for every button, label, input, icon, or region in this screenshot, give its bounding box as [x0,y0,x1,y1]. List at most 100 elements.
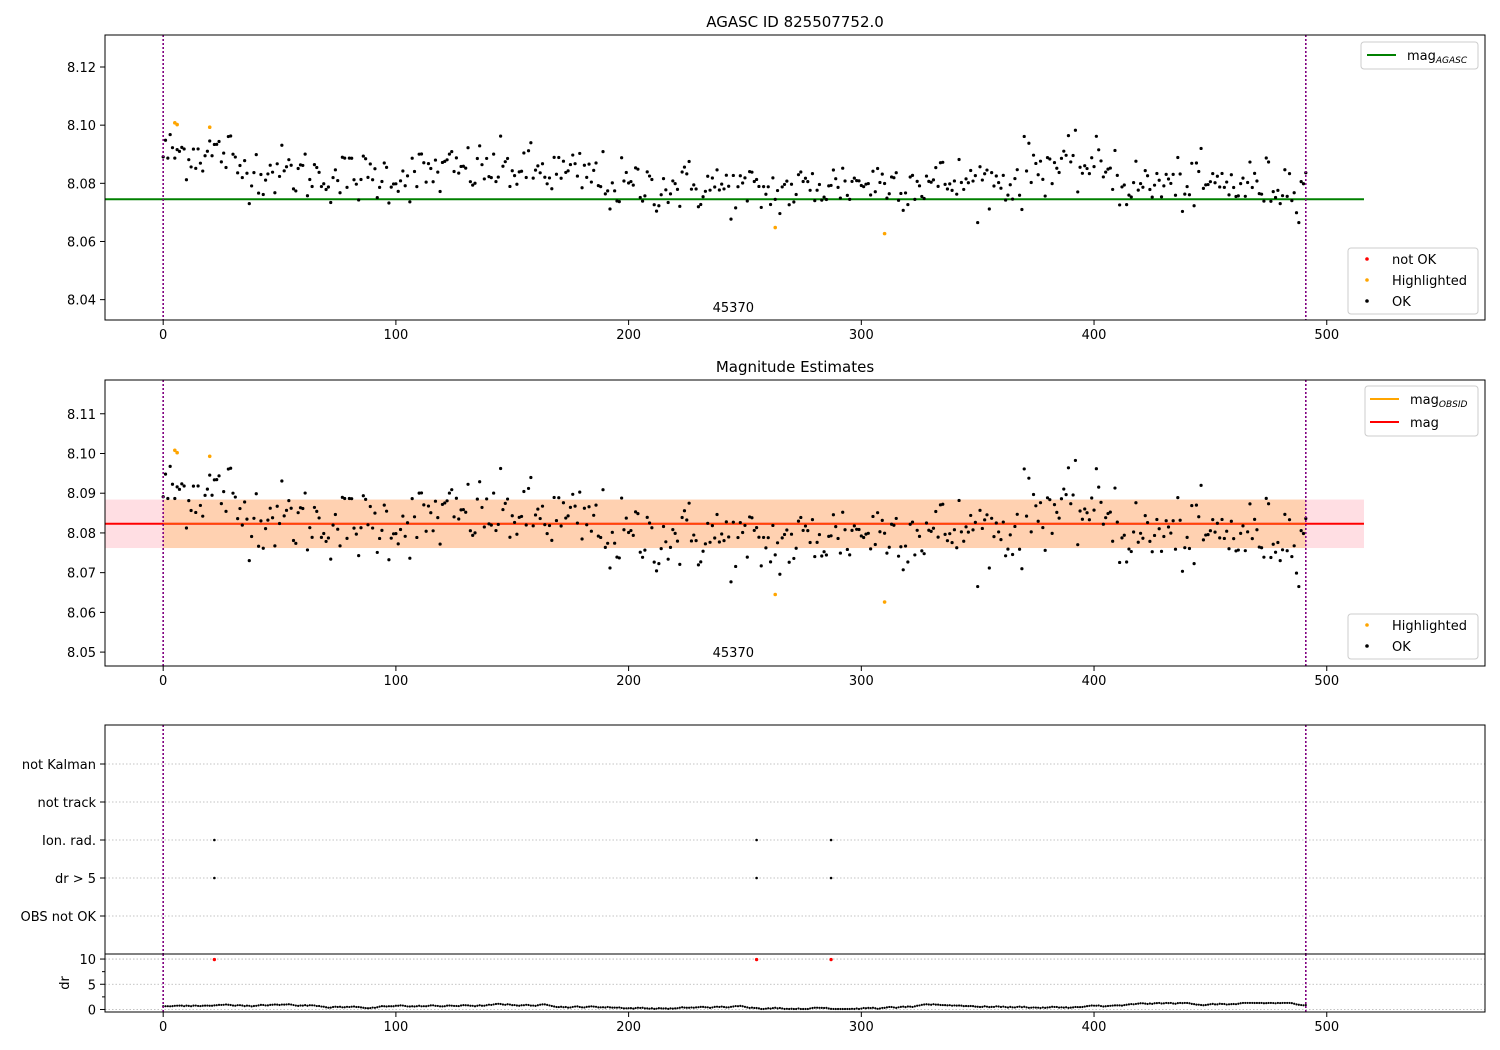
agasc-ok-point [834,177,838,181]
agasc-ok-point [722,187,726,191]
magnitude-legend-point-label: Highlighted [1392,619,1467,634]
magnitude-ok-point [366,523,370,527]
dr-point [557,1005,560,1009]
magnitude-ok-point [638,550,642,554]
dr-point [1253,1001,1256,1005]
agasc-ok-point [955,192,959,196]
dr-point [692,1006,695,1009]
magnitude-ok-point [526,486,531,491]
dr-point [383,1005,386,1008]
agasc-ok-point [422,161,426,165]
magnitude-ok-point [550,538,554,542]
dr-point [1281,1001,1284,1005]
magnitude-ok-point [692,533,696,537]
magnitude-ok-point [778,572,782,576]
magnitude-ok-point [494,528,498,533]
magnitude-ok-point [1248,502,1252,506]
agasc-highlighted-point [207,125,212,129]
magnitude-ok-point [978,508,982,512]
magnitude-ok-point [659,546,663,551]
dr-point [203,1004,207,1007]
magnitude-ok-point [1264,496,1268,501]
dr-point [985,1005,989,1008]
magnitude-ok-point [1294,571,1299,575]
dr-point [222,1003,225,1006]
dr-point [418,1004,421,1007]
magnitude-ok-point [1171,519,1175,523]
agasc-ok-point [761,185,766,189]
magnitude-ok-point [578,490,582,494]
agasc-ok-point [1157,178,1161,182]
dr-point [1297,1003,1300,1006]
agasc-ok-point [396,189,400,193]
magnitude-ok-point [703,542,708,546]
agasc-ok-point [166,156,170,160]
dr-point [932,1003,935,1006]
dr-point [722,1005,726,1009]
dr-point [478,1004,481,1007]
magnitude-ok-point [471,533,475,538]
magnitude-ok-point [245,517,249,521]
dr-point [1025,1006,1028,1009]
dr-point [483,1004,486,1007]
magnitude-ok-point [310,535,314,539]
magnitude-ok-point [324,539,328,544]
agasc-ytick-label: 8.10 [67,119,96,134]
agasc-ok-point [1004,198,1008,202]
magnitude-ok-point [1062,487,1066,491]
dr-point [650,1007,653,1010]
agasc-ok-point [1294,211,1299,215]
dr-point [1011,1006,1014,1009]
magnitude-ok-point [801,528,805,533]
agasc-ok-point [785,179,789,183]
dr-point [867,1006,870,1009]
magnitude-ok-point [1185,535,1189,539]
agasc-ok-point [505,156,510,161]
magnitude-ok-point [1253,517,1257,521]
agasc-ok-point [471,183,475,187]
dr-point [1118,1004,1121,1007]
magnitude-ok-point [1027,476,1031,480]
magnitude-ok-point [1125,560,1129,564]
magnitude-ok-point [1269,555,1273,560]
magnitude-ok-point [201,514,205,518]
dr-point [543,1003,546,1006]
magnitude-ok-point [256,544,261,548]
dr-point [1290,1002,1293,1005]
agasc-ok-point [750,170,754,174]
dr-point [178,1004,181,1007]
magnitude-ok-point [773,553,777,557]
magnitude-ok-point [322,531,326,536]
dr-point [494,1002,498,1006]
agasc-ok-point [389,185,393,189]
agasc-ok-point [999,186,1003,190]
dr-point [1009,1005,1012,1009]
dr-point [690,1006,693,1009]
agasc-ok-point [843,179,847,183]
agasc-ok-point [959,180,963,185]
agasc-ok-point [512,174,517,178]
dr-point [469,1004,472,1007]
magnitude-ok-point [1004,554,1008,558]
agasc-ok-point [1148,187,1152,192]
magnitude-ok-point [1239,531,1243,535]
dr-point [499,1002,502,1006]
agasc-ok-point [215,142,219,146]
dr-point [1244,1001,1247,1005]
agasc-ok-point [706,174,710,178]
agasc-ok-point [622,179,626,183]
magnitude-ok-point [715,512,719,517]
magnitude-ok-point [1015,512,1019,516]
dr-point [604,1006,607,1009]
magnitude-ok-point [440,502,445,507]
dr-point [699,1005,702,1008]
dr-point [809,1007,812,1010]
magnitude-ok-point [240,523,244,527]
magnitude-ok-point [1097,485,1101,489]
dr-point [406,1005,409,1008]
dr-point [1099,1004,1103,1008]
agasc-ok-point [1206,182,1210,187]
magnitude-ok-point [1276,540,1280,545]
magnitude-ok-point [515,532,519,536]
magnitude-ok-point [571,492,575,496]
